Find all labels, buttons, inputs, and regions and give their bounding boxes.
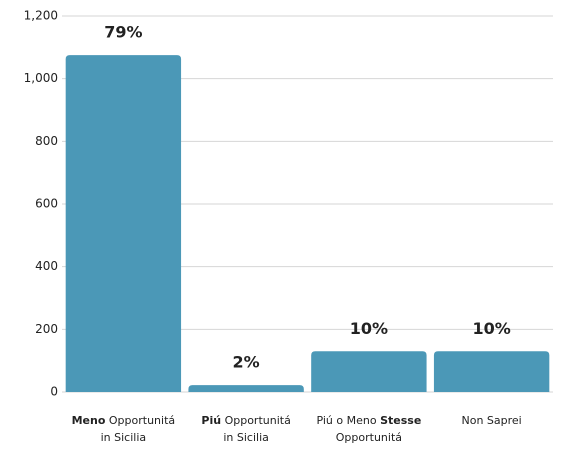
bar <box>311 351 427 392</box>
bar <box>188 385 304 392</box>
x-tick-label: Piú o Meno Stesse Opportunitá <box>316 414 421 444</box>
x-tick-label-part: Opportunitá <box>336 431 402 444</box>
x-tick-label-part: Piú o Meno <box>316 414 380 427</box>
x-tick-label-part: Opportunitá <box>221 414 291 427</box>
x-tick-label-part: Piú <box>201 414 221 427</box>
bar <box>433 351 550 392</box>
x-tick-label-part: Stesse <box>380 414 421 427</box>
y-tick-label: 600 <box>35 197 58 211</box>
x-tick-label: Non Saprei <box>462 414 522 427</box>
x-tick-label-part: Opportunitá <box>105 414 175 427</box>
value-label: 2% <box>233 353 260 372</box>
x-tick-label-part: in Sicilia <box>223 431 269 444</box>
y-tick-label: 0 <box>50 385 58 399</box>
y-tick-label: 400 <box>35 259 58 273</box>
bar <box>65 55 182 393</box>
x-tick-label-part: Non Saprei <box>462 414 522 427</box>
x-tick-label-part: in Sicilia <box>101 431 147 444</box>
y-tick-label: 1,000 <box>24 71 58 85</box>
y-tick-label: 800 <box>35 134 58 148</box>
y-tick-label: 200 <box>35 322 58 336</box>
x-tick-label: Piú Opportunitá in Sicilia <box>201 414 290 444</box>
y-tick-label: 1,200 <box>24 9 58 23</box>
value-label: 10% <box>472 319 510 338</box>
x-tick-label-part: Meno <box>72 414 106 427</box>
value-label: 10% <box>350 319 388 338</box>
x-tick-label: Meno Opportunitá in Sicilia <box>72 414 176 444</box>
value-label: 79% <box>104 23 142 42</box>
